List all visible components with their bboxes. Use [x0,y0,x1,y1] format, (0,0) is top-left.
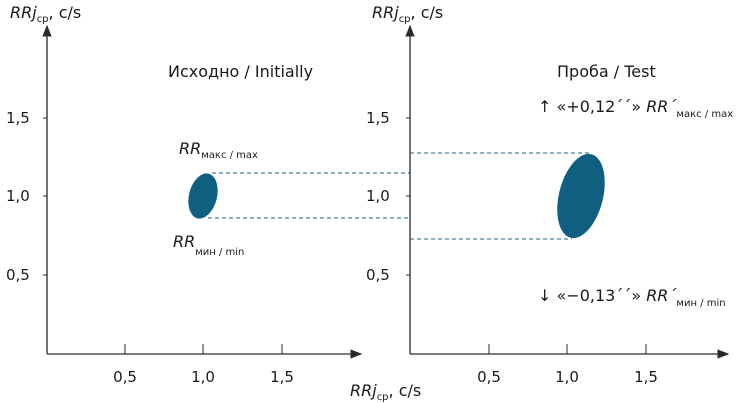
right-panel-title: Проба / Test [557,62,656,81]
right-rr-min-note: ↓ «−0,13´´» RR´мин / min [538,286,726,309]
left-y-tick-label: 1,5 [6,109,30,127]
left-rr-ellipse [188,173,218,219]
right-y-tick-label: 1,5 [366,109,390,127]
left-x-tick-label: 0,5 [113,368,137,386]
left-x-tick-label: 1,0 [191,368,215,386]
left-y-tick-label: 0,5 [6,266,30,284]
left-y-axis-label: RRjср, c/s [10,3,81,25]
left-rr-min-label: RRмин / min [173,232,244,258]
right-rr-ellipse [557,153,605,239]
left-rr-max-label: RRмакс / max [179,139,258,161]
right-x-tick-label: 1,0 [555,368,579,386]
right-y-tick-label: 1,0 [366,187,390,205]
left-x-tick-label: 1,5 [270,368,294,386]
right-x-tick-label: 1,5 [634,368,658,386]
right-y-tick-label: 0,5 [366,266,390,284]
right-y-axis-label: RRjср, c/s [372,3,443,25]
right-rr-max-note: ↑ «+0,12´´» RR´макс / max [538,97,733,120]
right-panel: RRjср, c/s Проба / Test 1,5 1,0 0,5 0,5 … [366,3,733,386]
left-panel-title: Исходно / Initially [168,62,313,81]
left-panel: RRjср, c/s Исходно / Initially 1,5 1,0 0… [6,3,363,386]
x-axis-label: RRjср, c/s [350,381,421,403]
connecting-dashed-lines [208,152,590,240]
right-x-tick-label: 0,5 [477,368,501,386]
left-y-tick-label: 1,0 [6,187,30,205]
